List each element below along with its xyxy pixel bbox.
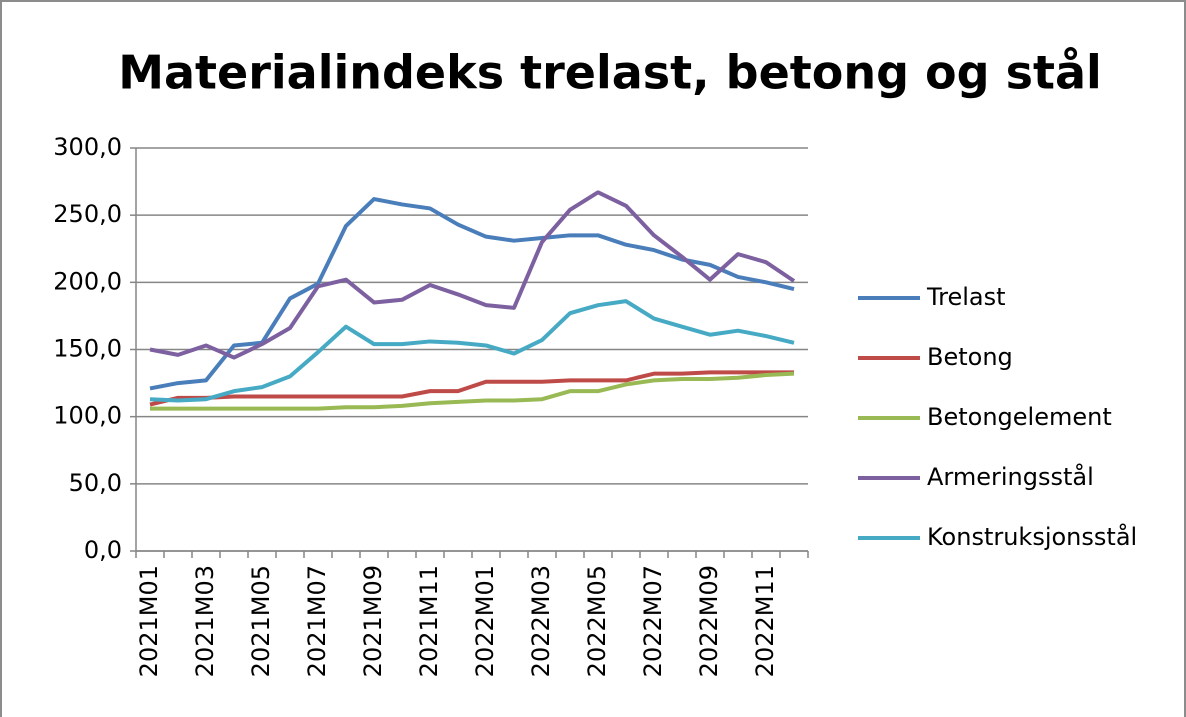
legend-label: Armeringsstål xyxy=(927,462,1094,491)
x-tick-label: 2022M07 xyxy=(639,565,667,677)
y-tick-label: 300,0 xyxy=(53,133,122,161)
legend-label: Betong xyxy=(927,343,1013,371)
y-tick-label: 0,0 xyxy=(84,536,122,564)
legend-label: Konstruksjonsstål xyxy=(927,522,1137,551)
y-tick-label: 50,0 xyxy=(69,469,122,497)
series-line xyxy=(149,299,795,403)
x-tick-label: 2021M03 xyxy=(191,565,219,677)
series-line xyxy=(149,370,794,407)
series-line xyxy=(150,371,795,411)
y-tick-label: 150,0 xyxy=(53,335,122,363)
y-tick-label: 200,0 xyxy=(53,267,122,295)
x-tick-label: 2021M11 xyxy=(415,565,443,677)
x-tick-label: 2021M01 xyxy=(135,565,163,677)
x-tick-label: 2022M11 xyxy=(751,565,779,677)
x-tick-label: 2022M03 xyxy=(527,565,555,677)
x-tick-label: 2022M05 xyxy=(583,565,611,677)
series-line xyxy=(149,190,796,360)
y-tick-label: 250,0 xyxy=(53,200,122,228)
x-tick-label: 2022M01 xyxy=(471,565,499,677)
x-tick-label: 2021M05 xyxy=(247,565,275,677)
legend-label: Betongelement xyxy=(927,403,1112,431)
y-tick-label: 100,0 xyxy=(53,402,122,430)
legend-label: Trelast xyxy=(926,283,1006,311)
x-tick-label: 2021M07 xyxy=(303,565,331,677)
chart-title: Materialindeks trelast, betong og stål xyxy=(118,46,1102,100)
x-tick-label: 2022M09 xyxy=(695,565,723,677)
x-tick-label: 2021M09 xyxy=(359,565,387,677)
